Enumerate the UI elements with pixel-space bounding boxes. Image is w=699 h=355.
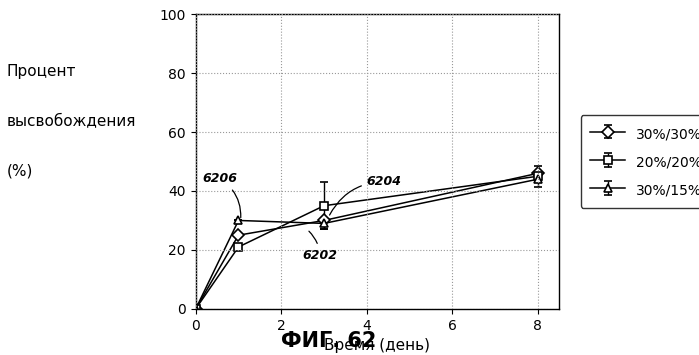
Text: высвобождения: высвобождения <box>7 114 136 129</box>
Text: (%): (%) <box>7 163 34 178</box>
X-axis label: Время (день): Время (день) <box>324 338 431 353</box>
Text: 6204: 6204 <box>329 175 402 215</box>
Legend: 30%/30%, 20%/20%, 30%/15%: 30%/30%, 20%/20%, 30%/15% <box>581 115 699 208</box>
Text: 6206: 6206 <box>202 172 240 218</box>
Text: 6202: 6202 <box>303 231 338 262</box>
Text: Процент: Процент <box>7 64 76 79</box>
Text: ФИГ. 62: ФИГ. 62 <box>281 332 376 351</box>
